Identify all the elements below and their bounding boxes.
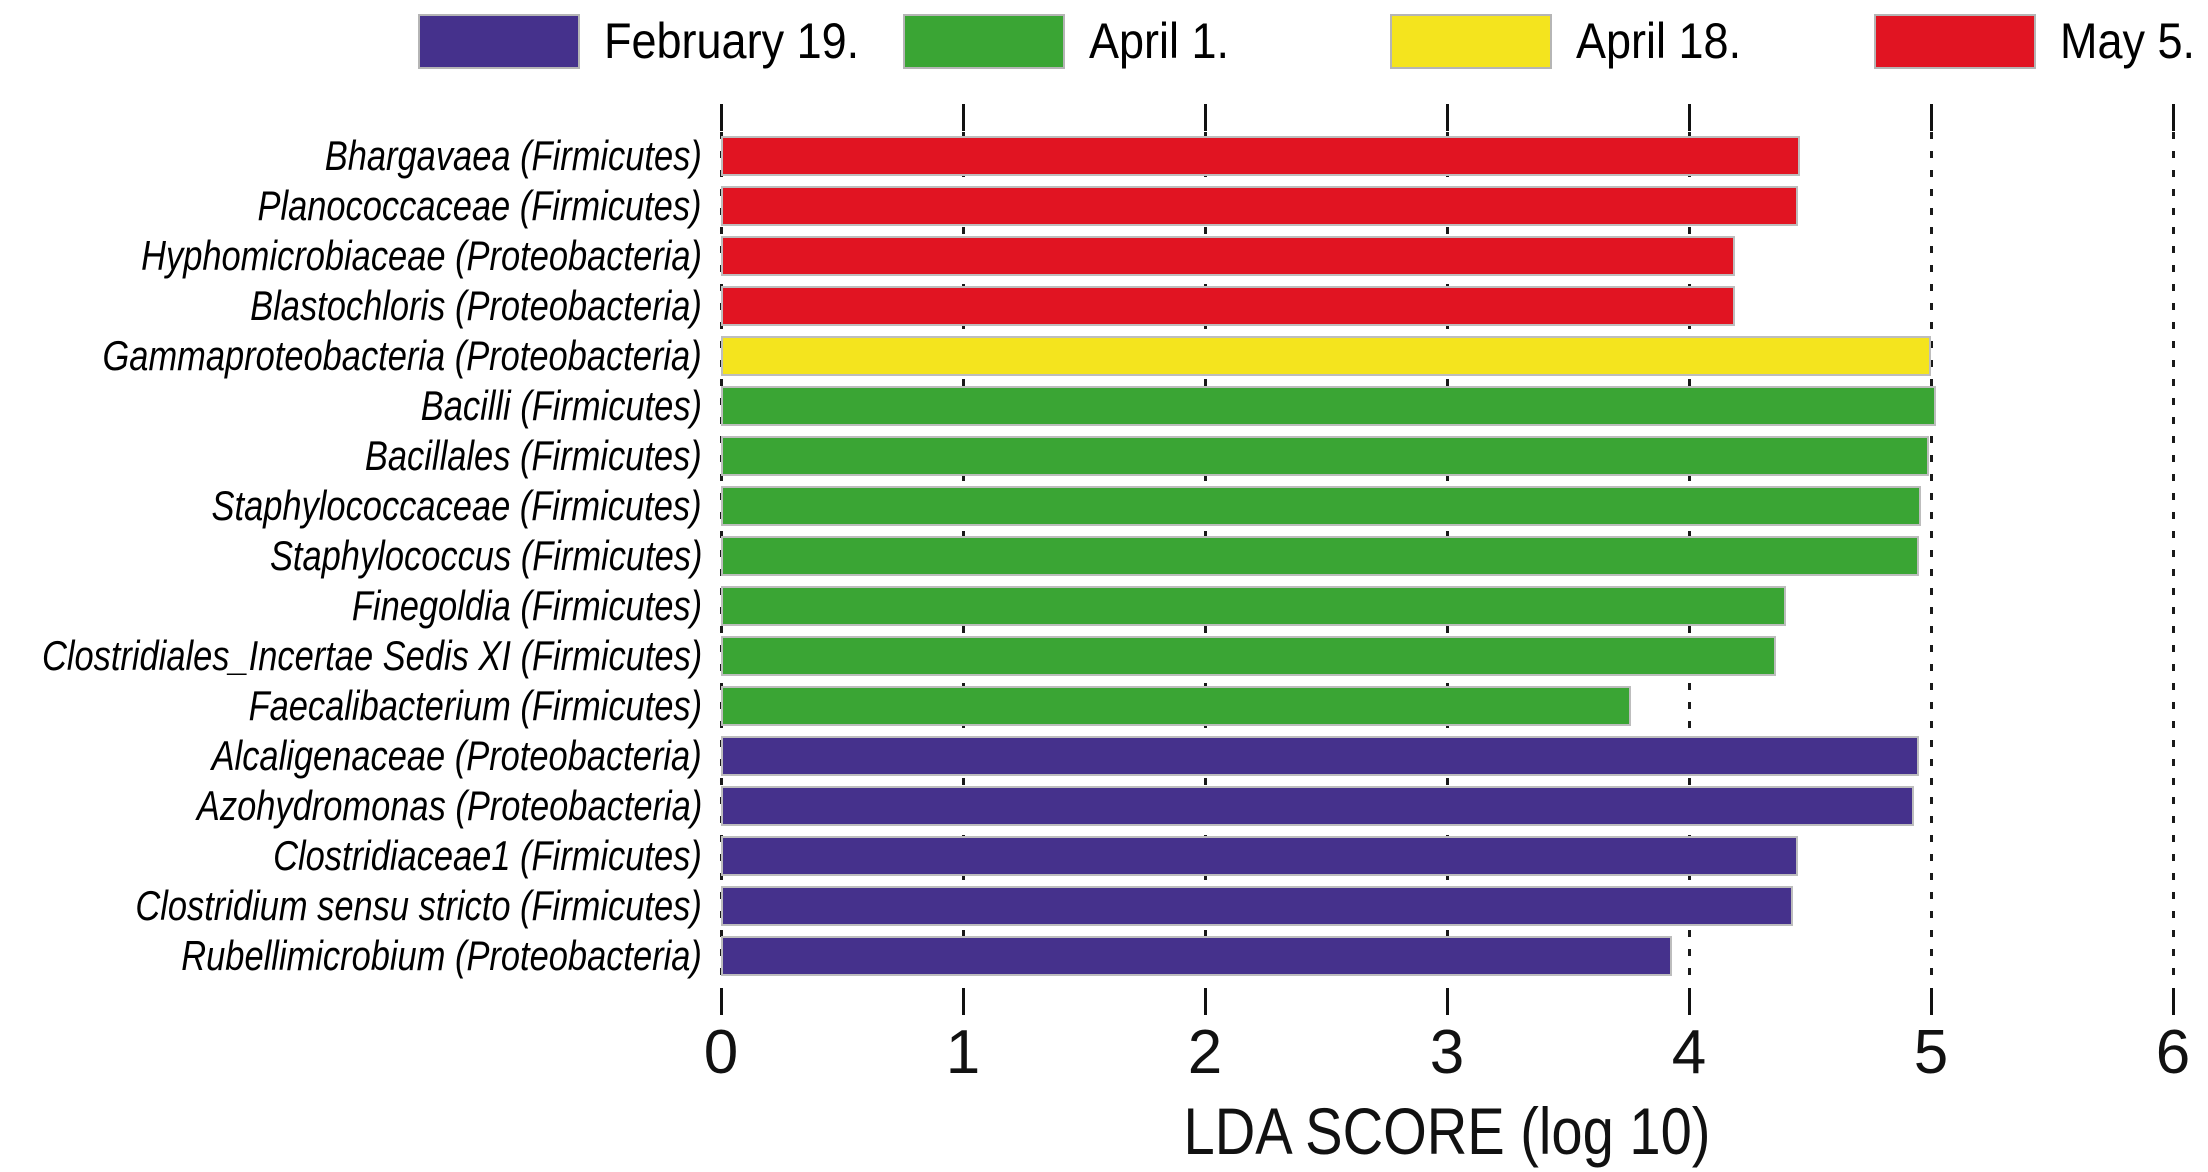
axis-tick-top — [1204, 104, 1207, 131]
axis-tick-bottom — [2172, 988, 2175, 1015]
lda-bar-planococcaceae-firmicutes — [721, 186, 1798, 226]
row-label-rubellimicrobium-proteobacteria: Rubellimicrobium (Proteobacteria) — [181, 932, 702, 979]
row-label-planococcaceae-firmicutes: Planococcaceae (Firmicutes) — [257, 182, 702, 229]
gridline — [2172, 132, 2175, 985]
lda-bar-hyphomicrobiaceae-proteobacteria — [721, 236, 1735, 276]
lda-bar-staphylococcaceae-firmicutes — [721, 486, 1921, 526]
row-label-azohydromonas-proteobacteria: Azohydromonas (Proteobacteria) — [196, 782, 702, 829]
row-label-blastochloris-proteobacteria: Blastochloris (Proteobacteria) — [250, 282, 702, 329]
axis-tick-bottom — [1446, 988, 1449, 1015]
row-label-finegoldia-firmicutes: Finegoldia (Firmicutes) — [351, 582, 702, 629]
lda-bar-staphylococcus-firmicutes — [721, 536, 1919, 576]
axis-tick-bottom — [962, 988, 965, 1015]
lda-bar-alcaligenaceae-proteobacteria — [721, 736, 1919, 776]
gridline — [1930, 132, 1933, 985]
axis-tick-bottom — [1688, 988, 1691, 1015]
x-tick-label: 1 — [945, 1018, 981, 1087]
row-label-clostridiaceae1-firmicutes: Clostridiaceae1 (Firmicutes) — [273, 832, 702, 879]
axis-tick-bottom — [720, 988, 723, 1015]
axis-tick-top — [2172, 104, 2175, 131]
lda-bar-azohydromonas-proteobacteria — [721, 786, 1914, 826]
axis-tick-top — [1930, 104, 1933, 131]
legend-label: February 19. — [604, 13, 860, 69]
x-tick-label: 3 — [1429, 1018, 1465, 1087]
x-tick-label: 4 — [1671, 1018, 1707, 1087]
row-label-gammaproteobacteria-proteobacteria: Gammaproteobacteria (Proteobacteria) — [102, 332, 702, 379]
row-label-staphylococcaceae-firmicutes: Staphylococcaceae (Firmicutes) — [211, 482, 702, 529]
legend-swatch-may-5 — [1874, 13, 2036, 69]
lda-bar-blastochloris-proteobacteria — [721, 286, 1735, 326]
axis-tick-bottom — [1204, 988, 1207, 1015]
row-label-hyphomicrobiaceae-proteobacteria: Hyphomicrobiaceae (Proteobacteria) — [141, 232, 702, 279]
x-tick-label: 5 — [1913, 1018, 1949, 1087]
x-axis-title: LDA SCORE (log 10) — [1183, 1094, 1711, 1168]
legend-item-april-18: April 18. — [1390, 8, 1759, 74]
row-label-bacillales-firmicutes: Bacillales (Firmicutes) — [365, 432, 702, 479]
axis-tick-top — [1446, 104, 1449, 131]
legend-label: May 5. — [2060, 13, 2196, 69]
legend-swatch-april-18 — [1390, 13, 1552, 69]
axis-tick-top — [720, 104, 723, 131]
lda-bar-bacillales-firmicutes — [721, 436, 1929, 476]
lda-bar-clostridiaceae1-firmicutes — [721, 836, 1798, 876]
lda-bar-clostridiales-incertae-sedis-xi-firmicutes — [721, 636, 1776, 676]
row-label-staphylococcus-firmicutes: Staphylococcus (Firmicutes) — [269, 532, 702, 579]
row-label-clostridium-sensu-stricto-firmicutes: Clostridium sensu stricto (Firmicutes) — [135, 882, 702, 929]
legend-item-april-1: April 1. — [903, 8, 1245, 74]
lda-bar-rubellimicrobium-proteobacteria — [721, 936, 1672, 976]
row-label-clostridiales-incertae-sedis-xi-firmicutes: Clostridiales_Incertae Sedis XI (Firmicu… — [41, 632, 702, 679]
axis-tick-bottom — [1930, 988, 1933, 1015]
lda-bar-bacilli-firmicutes — [721, 386, 1936, 426]
legend-item-may-5: May 5. — [1874, 8, 2208, 74]
x-tick-label: 6 — [2155, 1018, 2191, 1087]
lda-bar-clostridium-sensu-stricto-firmicutes — [721, 886, 1793, 926]
legend-label: April 1. — [1089, 13, 1230, 69]
row-label-bacilli-firmicutes: Bacilli (Firmicutes) — [420, 382, 702, 429]
legend-swatch-april-1 — [903, 13, 1065, 69]
lda-bar-faecalibacterium-firmicutes — [721, 686, 1631, 726]
axis-tick-top — [962, 104, 965, 131]
row-label-alcaligenaceae-proteobacteria: Alcaligenaceae (Proteobacteria) — [211, 732, 702, 779]
axis-tick-top — [1688, 104, 1691, 131]
x-tick-label: 0 — [703, 1018, 739, 1087]
row-label-faecalibacterium-firmicutes: Faecalibacterium (Firmicutes) — [248, 682, 702, 729]
x-tick-label: 2 — [1187, 1018, 1223, 1087]
legend-label: April 18. — [1576, 13, 1742, 69]
lda-bar-finegoldia-firmicutes — [721, 586, 1786, 626]
lda-bar-bhargavaea-firmicutes — [721, 136, 1800, 176]
legend-swatch-february-19 — [418, 13, 580, 69]
lda-bar-gammaproteobacteria-proteobacteria — [721, 336, 1931, 376]
legend-item-february-19: February 19. — [418, 8, 887, 74]
row-label-bhargavaea-firmicutes: Bhargavaea (Firmicutes) — [324, 132, 702, 179]
